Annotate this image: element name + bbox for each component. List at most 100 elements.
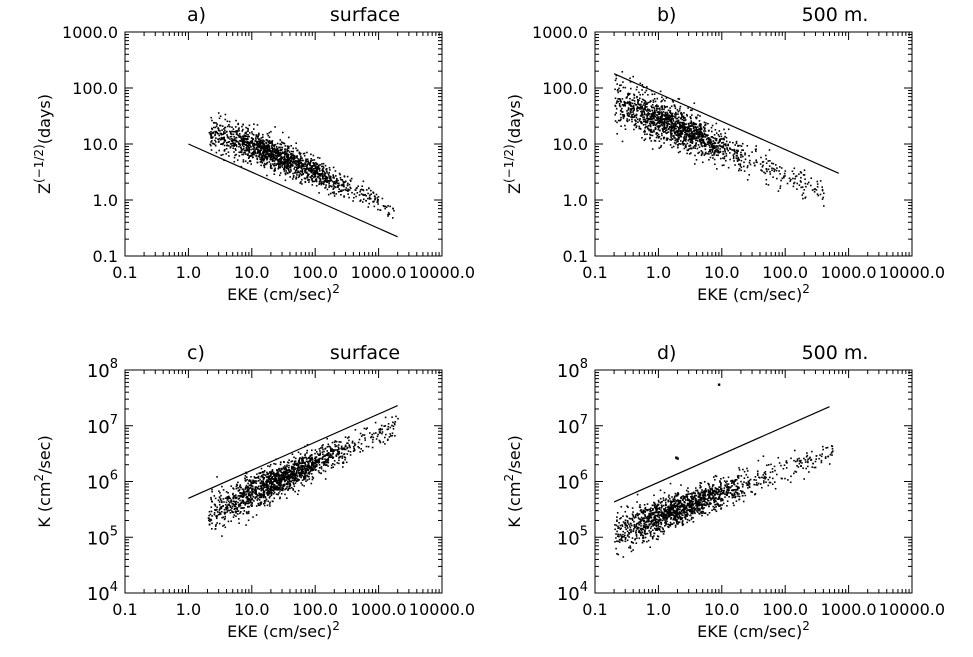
scatter-point (209, 513, 212, 516)
scatter-point (387, 428, 390, 430)
scatter-point (235, 131, 238, 133)
scatter-point (649, 136, 651, 139)
scatter-point (719, 138, 721, 141)
scatter-point (804, 178, 806, 180)
scatter-point (242, 489, 245, 492)
scatter-point (272, 160, 274, 162)
scatter-point (687, 149, 689, 152)
scatter-point (214, 133, 216, 136)
scatter-point (334, 182, 336, 185)
scatter-point (720, 135, 723, 138)
scatter-point (661, 107, 664, 109)
scatter-point (251, 152, 254, 155)
scatter-point (267, 149, 269, 151)
scatter-point (315, 163, 318, 165)
scatter-point (216, 123, 218, 125)
scatter-point (249, 495, 252, 497)
scatter-point (703, 130, 705, 132)
scatter-point (265, 162, 268, 165)
scatter-point (689, 141, 692, 144)
scatter-point (685, 129, 687, 132)
scatter-point (726, 147, 728, 149)
scatter-point (272, 473, 274, 475)
scatter-point (268, 139, 271, 142)
scatter-point (278, 492, 280, 494)
scatter-point (290, 145, 292, 147)
scatter-point (249, 480, 252, 483)
scatter-point (800, 172, 803, 174)
scatter-point (368, 198, 371, 200)
scatter-point (330, 454, 332, 457)
scatter-point (687, 127, 690, 130)
scatter-point (807, 181, 810, 184)
scatter-point (381, 431, 384, 433)
x-tick-label: 10000.0 (409, 600, 475, 619)
scatter-point (675, 113, 678, 116)
scatter-point (271, 469, 274, 471)
scatter-point (275, 474, 278, 477)
scatter-point (311, 476, 314, 478)
scatter-point (633, 97, 636, 99)
scatter-point (344, 458, 346, 461)
scatter-point (248, 484, 251, 487)
scatter-point (314, 462, 316, 465)
scatter-point (210, 506, 213, 508)
scatter-point (291, 178, 294, 180)
scatter-point (276, 154, 278, 157)
scatter-point (727, 166, 730, 169)
scatter-point (339, 173, 341, 176)
scatter-point (371, 441, 374, 443)
scatter-point (281, 164, 284, 166)
scatter-point (259, 142, 261, 144)
scatter-point (211, 522, 213, 525)
scatter-point (639, 115, 642, 117)
scatter-point (278, 155, 280, 157)
scatter-point (217, 138, 219, 140)
scatter-point (235, 512, 237, 514)
scatter-point (803, 189, 806, 191)
scatter-point (739, 144, 741, 147)
scatter-point (683, 112, 685, 114)
scatter-point (215, 122, 217, 124)
scatter-point (641, 137, 643, 139)
scatter-point (240, 507, 242, 509)
scatter-point (266, 158, 268, 161)
scatter-point (310, 159, 312, 162)
scatter-point (686, 149, 689, 152)
scatter-point (316, 460, 318, 462)
scatter-point (629, 113, 631, 115)
scatter-point (284, 483, 286, 486)
scatter-point (277, 151, 279, 154)
scatter-point (247, 157, 250, 159)
scatter-point (618, 87, 620, 90)
scatter-point (289, 166, 292, 168)
x-tick-label: 1.0 (646, 263, 671, 282)
scatter-point (273, 462, 275, 465)
scatter-point (384, 207, 386, 210)
scatter-point (699, 132, 702, 135)
scatter-point (332, 466, 334, 468)
scatter-point (250, 140, 252, 143)
y-tick-label: 1000.0 (532, 23, 588, 42)
scatter-point (334, 449, 337, 451)
scatter-point (322, 162, 325, 165)
scatter-point (297, 171, 299, 174)
scatter-point (631, 105, 633, 108)
scatter-point (322, 453, 324, 456)
scatter-point (636, 106, 639, 108)
scatter-point (690, 117, 692, 120)
scatter-point (279, 162, 282, 165)
scatter-point (331, 441, 334, 444)
scatter-point (333, 450, 335, 452)
scatter-point (659, 129, 661, 132)
scatter-point (673, 127, 676, 129)
scatter-point (778, 170, 780, 172)
scatter-point (269, 485, 271, 488)
scatter-point (705, 134, 708, 136)
scatter-point (346, 437, 349, 439)
scatter-point (268, 478, 270, 481)
scatter-point (297, 163, 299, 166)
scatter-point (236, 496, 238, 499)
scatter-point (654, 100, 657, 103)
scatter-point (695, 137, 697, 139)
